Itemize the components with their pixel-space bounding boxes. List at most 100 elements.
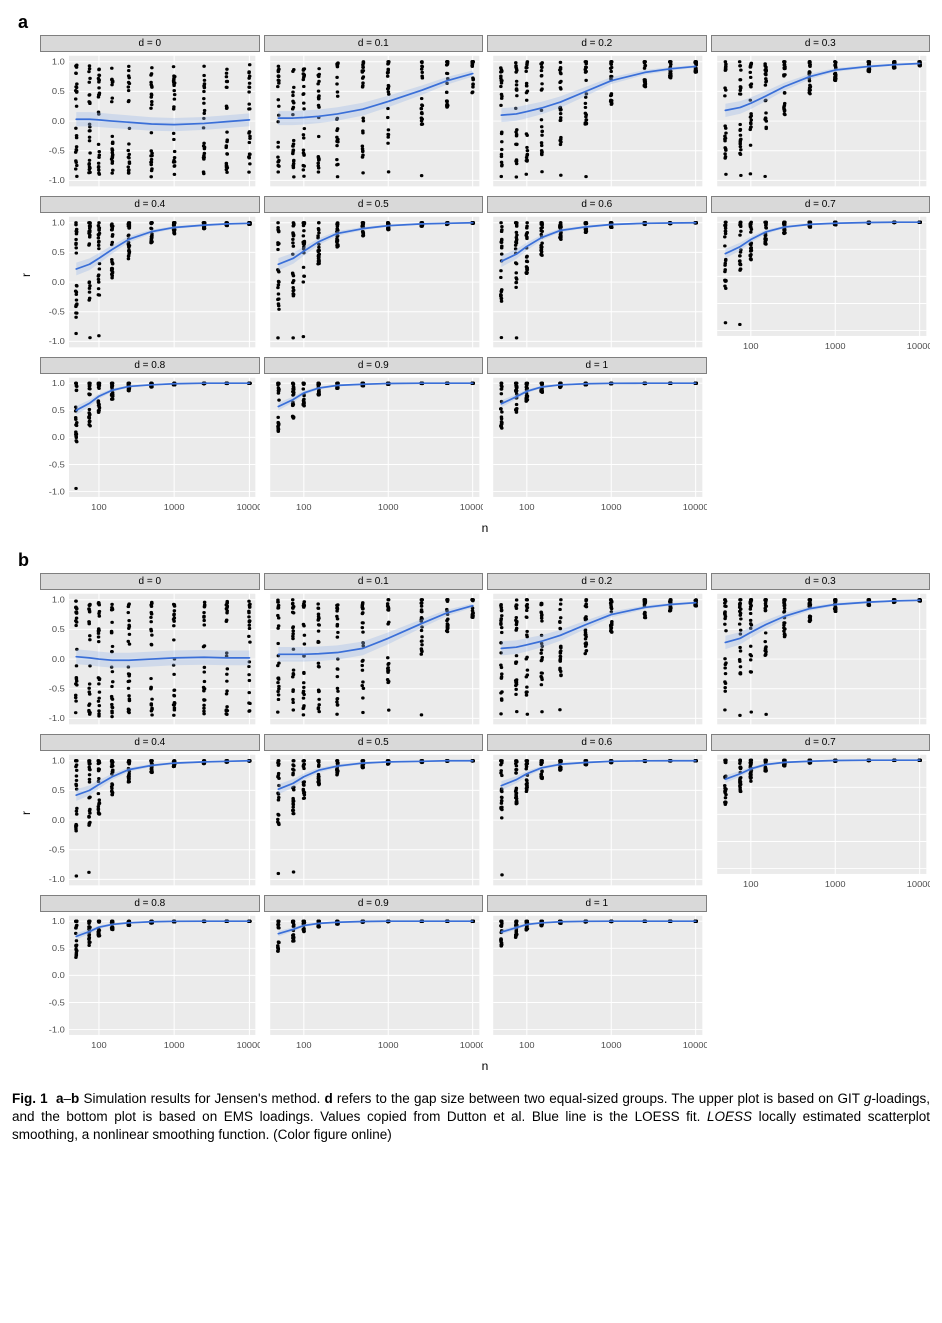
facet-svg: -1.0-0.50.00.51.0100100010000 (40, 912, 260, 1052)
facet-svg: 100 1000 10000 (487, 374, 707, 514)
facet-panel: d = 0-1.0-0.50.00.51.0 (40, 573, 260, 730)
facet-strip-label: d = 0.9 (264, 357, 484, 374)
facet-panel: d = 0.6 (487, 734, 707, 891)
facet-panel: d = 0.5 (264, 196, 484, 353)
facet-svg: -1.0 -0.5 0.0 0.5 1.0 (40, 213, 260, 353)
facet-panel: d = 0.7100100010000 (711, 196, 931, 353)
svg-text:1.0: 1.0 (52, 378, 65, 388)
svg-text:-0.5: -0.5 (49, 460, 65, 470)
facet-svg (264, 213, 484, 353)
y-axis-title: r (12, 573, 40, 1052)
y-axis-title: r (12, 35, 40, 514)
facet-panel: d = 0.4 -1.0 -0.5 0.0 0.5 1.0 (40, 196, 260, 353)
facet-strip-label: d = 0.8 (40, 895, 260, 912)
facet-panel: d = 0.3 (711, 35, 931, 192)
facet-panel: d = 0-1.0-0.50.00.51.0 (40, 35, 260, 192)
svg-text:10000: 10000 (906, 342, 930, 352)
facet-panel: d = 0.3 (711, 573, 931, 730)
svg-text:100: 100 (519, 503, 535, 513)
figure-panel-b: brd = 0-1.0-0.50.00.51.0d = 0.1d = 0.2d … (12, 550, 930, 1080)
facet-svg: -1.0-0.50.00.51.0100100010000 (40, 374, 260, 514)
svg-text:-1.0: -1.0 (49, 337, 65, 347)
figure-panel-a: ard = 0-1.0-0.50.00.51.0d = 0.1d = 0.2d … (12, 12, 930, 542)
svg-text:10000: 10000 (459, 503, 483, 513)
panel-letter: b (18, 550, 930, 571)
facet-panel: d = 1100100010000 (487, 357, 707, 514)
facet-strip-label: d = 0.3 (711, 573, 931, 590)
svg-text:10000: 10000 (683, 503, 707, 513)
svg-text:-1.0: -1.0 (49, 875, 65, 885)
facet-strip-label: d = 0.8 (40, 357, 260, 374)
facet-strip-label: d = 0.2 (487, 573, 707, 590)
svg-text:1.0: 1.0 (52, 756, 65, 766)
svg-text:100: 100 (296, 503, 312, 513)
svg-text:0.5: 0.5 (52, 405, 65, 415)
facet-svg (487, 52, 707, 192)
facet-panel: d = 0.2 (487, 35, 707, 192)
svg-text:-0.5: -0.5 (49, 307, 65, 317)
facet-svg: 100100010000 (711, 751, 931, 891)
facet-svg: -1.0-0.50.00.51.0 (40, 751, 260, 891)
facet-svg: 100100010000 (711, 213, 931, 353)
svg-text:0.5: 0.5 (52, 87, 65, 97)
facet-wrap: rd = 0-1.0-0.50.00.51.0d = 0.1d = 0.2d =… (12, 35, 930, 542)
facet-panel: d = 0.8-1.0-0.50.00.51.0100100010000 (40, 357, 260, 514)
svg-text:-1.0: -1.0 (49, 487, 65, 497)
facet-strip-label: d = 0.2 (487, 35, 707, 52)
figure-caption: Fig. 1 a–b Simulation results for Jensen… (12, 1090, 930, 1145)
facet-panel: d = 0.7100100010000 (711, 734, 931, 891)
facet-svg (487, 213, 707, 353)
facet-svg (711, 52, 931, 192)
svg-text:1000: 1000 (601, 503, 622, 513)
facet-strip-label: d = 0 (40, 35, 260, 52)
svg-text:-0.5: -0.5 (49, 845, 65, 855)
facet-strip-label: d = 0 (40, 573, 260, 590)
facet-grid: d = 0-1.0-0.50.00.51.0d = 0.1d = 0.2d = … (40, 573, 930, 1052)
facet-panel: d = 0.2 (487, 573, 707, 730)
svg-text:0.0: 0.0 (52, 116, 65, 126)
facet-panel: d = 0.8-1.0-0.50.00.51.0100100010000 (40, 895, 260, 1052)
facet-strip-label: d = 0.7 (711, 196, 931, 213)
facet-svg (264, 590, 484, 730)
x-axis-title: n (40, 514, 930, 542)
facet-svg: 100100010000 (264, 912, 484, 1052)
facet-grid: d = 0-1.0-0.50.00.51.0d = 0.1d = 0.2d = … (40, 35, 930, 514)
svg-text:1.0: 1.0 (52, 218, 65, 228)
facet-svg: 100100010000 (487, 912, 707, 1052)
x-axis-title: n (40, 1052, 930, 1080)
svg-text:1.0: 1.0 (52, 57, 65, 67)
facet-panel: d = 0.6 (487, 196, 707, 353)
facet-strip-label: d = 0.6 (487, 734, 707, 751)
facet-svg (264, 52, 484, 192)
svg-text:-1.0: -1.0 (49, 714, 65, 724)
facet-svg: -1.0-0.50.00.51.0 (40, 590, 260, 730)
facet-svg (487, 751, 707, 891)
svg-text:100: 100 (743, 342, 759, 352)
svg-text:0.5: 0.5 (52, 248, 65, 258)
svg-text:0.0: 0.0 (52, 654, 65, 664)
facet-strip-label: d = 0.9 (264, 895, 484, 912)
facet-strip-label: d = 0.3 (711, 35, 931, 52)
svg-text:0.0: 0.0 (52, 815, 65, 825)
facet-strip-label: d = 0.7 (711, 734, 931, 751)
facet-strip-label: d = 0.1 (264, 573, 484, 590)
svg-text:1000: 1000 (377, 503, 398, 513)
facet-strip-label: d = 0.4 (40, 734, 260, 751)
facet-strip-label: d = 0.5 (264, 196, 484, 213)
facet-panel: d = 0.1 (264, 573, 484, 730)
facet-panel: d = 0.1 (264, 35, 484, 192)
facet-svg: -1.0-0.50.00.51.0 (40, 52, 260, 192)
facet-strip-label: d = 0.4 (40, 196, 260, 213)
svg-text:0.0: 0.0 (52, 277, 65, 287)
facet-svg: 100 1000 10000 (264, 374, 484, 514)
facet-wrap: rd = 0-1.0-0.50.00.51.0d = 0.1d = 0.2d =… (12, 573, 930, 1080)
facet-svg (487, 590, 707, 730)
facet-panel: d = 0.5 (264, 734, 484, 891)
svg-text:-1.0: -1.0 (49, 176, 65, 186)
svg-text:0.5: 0.5 (52, 625, 65, 635)
svg-text:10000: 10000 (236, 503, 259, 513)
facet-strip-label: d = 0.1 (264, 35, 484, 52)
svg-text:0.0: 0.0 (52, 433, 65, 443)
svg-text:-0.5: -0.5 (49, 684, 65, 694)
facet-strip-label: d = 1 (487, 895, 707, 912)
